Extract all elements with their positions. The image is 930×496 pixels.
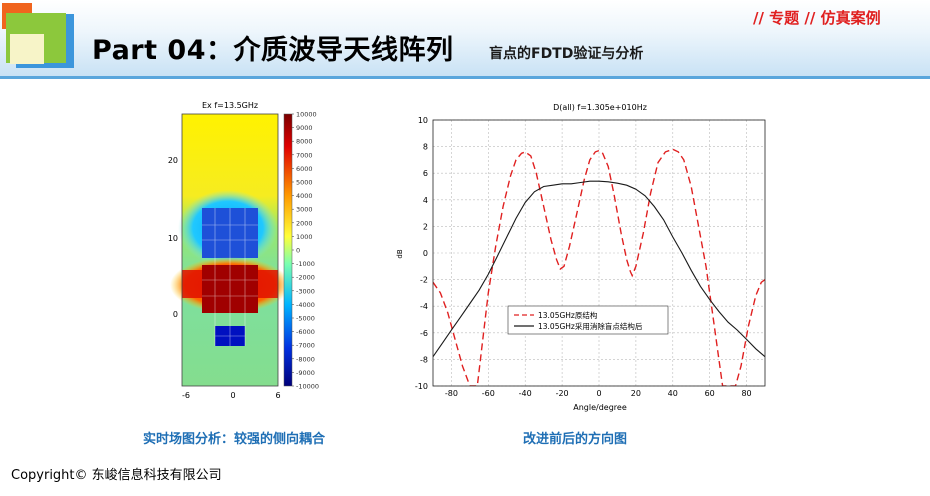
header-divider: [0, 76, 930, 79]
chart-y-tick: -4: [420, 302, 428, 311]
chart-series-line-1: [433, 148, 765, 386]
colorbar-tick-label: 0: [296, 247, 300, 255]
colorbar-tick-label: -4000: [296, 301, 315, 309]
field-map-y-tick: 0: [173, 310, 178, 319]
field-map-x-tick: 6: [275, 391, 280, 400]
chart-x-tick: 80: [741, 389, 751, 398]
chart-x-tick: -80: [445, 389, 458, 398]
chart-x-tick: -40: [519, 389, 532, 398]
colorbar-tick-label: 8000: [296, 138, 313, 146]
chart-y-tick: 2: [423, 222, 428, 231]
chart-x-tick: -20: [556, 389, 569, 398]
colorbar-tick-label: -7000: [296, 342, 315, 350]
mesh-lines: [202, 208, 258, 346]
chart-plot-frame: [432, 119, 766, 387]
colorbar-tick-label: 5000: [296, 179, 313, 187]
legend-entry: 13.05GHz采用消除盲点结构后: [538, 321, 643, 331]
legend-box: [507, 305, 669, 335]
chart-x-tick: 0: [596, 389, 601, 398]
slide-header: [0, 0, 930, 78]
colorbar-tick-label: 10000: [296, 111, 317, 119]
colorbar-tick-label: 3000: [296, 206, 313, 214]
chart-y-tick: -8: [420, 355, 428, 364]
chart-x-tick: 20: [631, 389, 641, 398]
chart-y-tick: 10: [418, 116, 428, 125]
colorbar-tick-label: -9000: [296, 369, 315, 377]
chart-x-tick: 60: [705, 389, 715, 398]
left-caption: 实时场图分析：较强的侧向耦合: [143, 432, 326, 447]
colorbar-tick-label: 1000: [296, 233, 313, 241]
colorbar-tick-label: -8000: [296, 355, 315, 363]
field-map-x-tick: -6: [182, 391, 190, 400]
field-map-y-tick: 10: [168, 234, 178, 243]
topic-label: // 专题 // 仿真案例: [753, 9, 881, 27]
colorbar-tick-label: 9000: [296, 124, 313, 132]
colorbar-tick-label: -3000: [296, 287, 315, 295]
chart-ylabel: dB: [396, 249, 404, 258]
colorbar-tick-label: -10000: [296, 383, 319, 391]
chart-title: D(all) f=1.305e+010Hz: [553, 103, 647, 112]
field-map-x-tick: 0: [230, 391, 235, 400]
radiation-pattern-chart: D(all) f=1.305e+010Hz dB Angle/degree -8…: [396, 103, 766, 412]
colorbar-tick-label: -6000: [296, 328, 315, 336]
legend-entry: 13.05GHz原结构: [538, 310, 598, 320]
chart-series-line-2: [433, 180, 765, 358]
chart-x-tick: 40: [668, 389, 678, 398]
field-map-y-tick: 20: [168, 156, 178, 165]
chart-y-tick: -6: [420, 329, 428, 338]
page-title: Part 04：介质波导天线阵列: [92, 35, 454, 66]
copyright-text: Copyright© 东峻信息科技有限公司: [11, 468, 222, 483]
field-map-title: Ex f=13.5GHz: [202, 101, 258, 110]
chart-y-tick: 6: [423, 169, 428, 178]
chart-x-tick: -60: [482, 389, 495, 398]
chart-y-tick: 4: [423, 196, 428, 205]
chart-y-tick: -2: [420, 276, 428, 285]
chart-y-tick: 8: [423, 143, 428, 152]
chart-y-tick: -10: [415, 382, 428, 391]
colorbar-tick-label: 7000: [296, 151, 313, 159]
chart-y-tick: 0: [423, 249, 428, 258]
colorbar-tick-label: 6000: [296, 165, 313, 173]
page-subtitle: 盲点的FDTD验证与分析: [489, 46, 644, 62]
right-caption: 改进前后的方向图: [523, 432, 628, 447]
brand-logo-icon: [2, 3, 74, 68]
colorbar-tick-label: -1000: [296, 260, 315, 268]
colorbar-tick-label: 4000: [296, 192, 313, 200]
colorbar: [283, 113, 293, 387]
chart-xlabel: Angle/degree: [573, 403, 627, 412]
colorbar-tick-label: 2000: [296, 219, 313, 227]
colorbar-tick-label: -2000: [296, 274, 315, 282]
colorbar-tick-label: -5000: [296, 315, 315, 323]
